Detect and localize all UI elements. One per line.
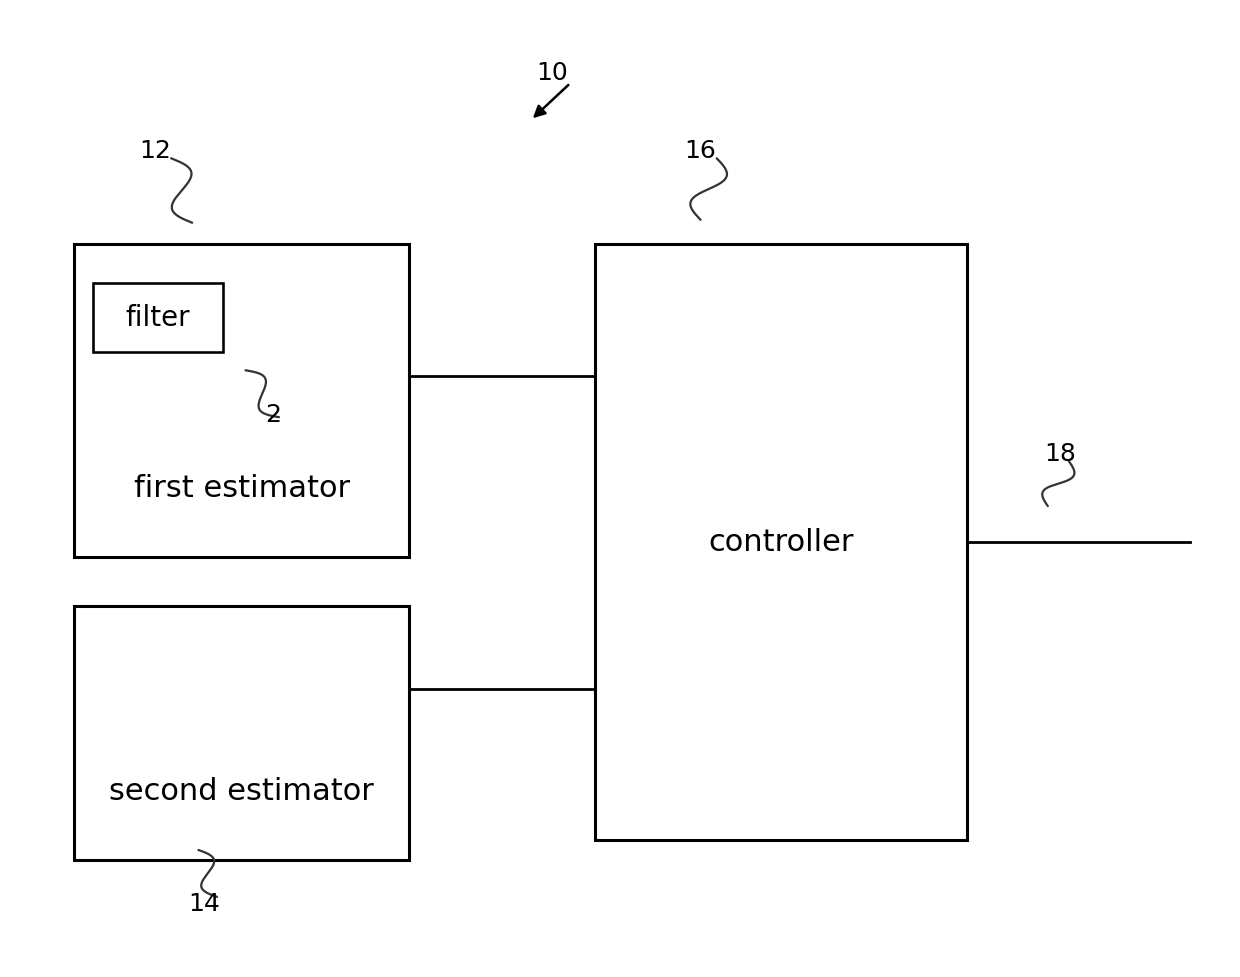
Text: 10: 10 (536, 62, 568, 85)
Text: 14: 14 (188, 892, 221, 915)
Text: first estimator: first estimator (134, 474, 350, 503)
Text: second estimator: second estimator (109, 777, 374, 806)
Text: filter: filter (125, 304, 191, 331)
Bar (74, 606, 409, 860)
Text: 2: 2 (265, 404, 280, 427)
Text: controller: controller (708, 528, 854, 557)
Bar (74, 244, 409, 557)
Bar (595, 244, 967, 840)
Bar (93, 283, 223, 352)
Text: 16: 16 (684, 140, 717, 163)
Text: 12: 12 (139, 140, 171, 163)
Text: 18: 18 (1044, 443, 1076, 466)
